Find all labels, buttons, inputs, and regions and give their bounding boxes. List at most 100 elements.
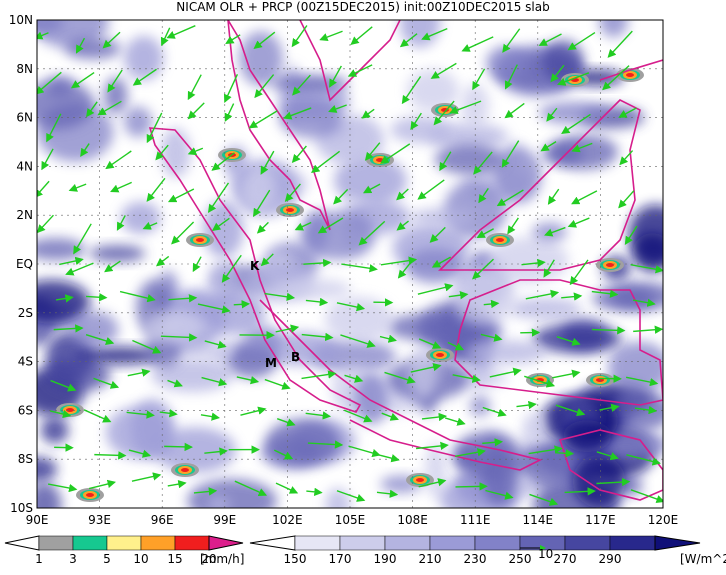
cloud-blob	[183, 342, 236, 358]
cloud-blob	[599, 4, 628, 37]
legend-level: 150	[284, 552, 307, 566]
rain-cell	[196, 238, 204, 242]
rain-cell	[436, 353, 444, 357]
lon-label: 102E	[272, 513, 303, 527]
legend-level: 210	[419, 552, 442, 566]
lon-label: 117E	[585, 513, 616, 527]
rain-cell	[286, 208, 294, 212]
cloud-blob	[265, 419, 340, 467]
cloud-blob	[451, 269, 516, 324]
rain-cell	[606, 263, 614, 267]
reference-vector-label: 10	[538, 547, 553, 561]
cloud-blob	[131, 399, 175, 459]
rain-cell	[416, 478, 424, 482]
legend-unit: [mm/h]	[200, 552, 244, 566]
cloud-blob	[104, 77, 128, 114]
legend-unit: [W/m^2]	[680, 552, 726, 566]
legend-swatch	[175, 536, 209, 550]
legend-swatch	[475, 536, 520, 550]
cloud-blob	[391, 116, 452, 143]
legend-level: 3	[69, 552, 77, 566]
lat-label: 4S	[18, 355, 33, 369]
lon-label: 93E	[88, 513, 111, 527]
lon-label: 90E	[26, 513, 49, 527]
cloud-blob	[524, 411, 547, 437]
lat-label: 4N	[16, 159, 33, 173]
cloud-blob	[161, 128, 191, 177]
cloud-blob	[509, 298, 582, 320]
lat-label: 8N	[16, 62, 33, 76]
cloud-blob	[242, 166, 276, 210]
wind-arrow	[164, 446, 191, 447]
cloud-blob	[533, 324, 621, 354]
cloud-blob	[121, 202, 161, 234]
rain-cell	[66, 408, 74, 412]
cloud-blob	[563, 420, 612, 452]
legend-level: 10	[133, 552, 148, 566]
legend-swatch	[73, 536, 107, 550]
cloud-blob	[573, 455, 625, 508]
legend-arrow	[5, 536, 39, 550]
rain-cell	[626, 73, 634, 77]
lon-label: 114E	[523, 513, 554, 527]
cloud-blob	[245, 326, 282, 353]
cloud-blob	[124, 36, 163, 80]
legend-level: 230	[464, 552, 487, 566]
legend-arrow	[250, 536, 295, 550]
legend-level: 170	[329, 552, 352, 566]
legend-arrow	[655, 536, 700, 550]
cloud-blob	[301, 211, 375, 260]
lat-label: 8S	[18, 452, 33, 466]
lon-label: 120E	[648, 513, 679, 527]
cloud-blob	[486, 46, 526, 80]
place-label: M	[265, 356, 277, 370]
legend-level: 5	[103, 552, 111, 566]
rain-cell	[496, 238, 504, 242]
legend-level: 1	[35, 552, 43, 566]
cloud-blob	[411, 208, 475, 226]
legend-level: 290	[599, 552, 622, 566]
cloud-blob	[41, 417, 69, 444]
lat-label: 2N	[16, 208, 33, 222]
legend-arrow	[209, 536, 243, 550]
cloud-blob	[325, 297, 393, 343]
legend-swatch	[565, 536, 610, 550]
legend-swatch	[39, 536, 73, 550]
cloud-blob	[65, 38, 121, 59]
legend-swatch	[430, 536, 475, 550]
legend-swatch	[141, 536, 175, 550]
cloud-blob	[144, 310, 204, 345]
legend-swatch	[107, 536, 141, 550]
place-label: B	[291, 350, 300, 364]
legend-swatch	[340, 536, 385, 550]
place-label: K	[250, 259, 260, 273]
cloud-blob	[470, 395, 491, 416]
cloud-blob	[482, 448, 519, 506]
lon-label: 99E	[213, 513, 236, 527]
legend-level: 250	[509, 552, 532, 566]
lat-label: 6S	[18, 403, 33, 417]
wind-arrow	[94, 455, 125, 456]
rain-cell	[181, 468, 189, 472]
cloud-blob	[124, 107, 152, 138]
wind-arrow	[234, 304, 249, 305]
lat-label: EQ	[16, 257, 33, 271]
cloud-blob	[284, 279, 350, 299]
cloud-blob	[532, 223, 567, 242]
wind-arrow	[456, 486, 487, 487]
lon-label: 105E	[335, 513, 366, 527]
cloud-blob	[271, 75, 349, 92]
legend-level: 190	[374, 552, 397, 566]
map-title: NICAM OLR + PRCP (00Z15DEC2015) init:00Z…	[176, 0, 549, 14]
cloud-blob	[45, 357, 110, 392]
cloud-blob	[466, 340, 546, 364]
lon-label: 96E	[151, 513, 174, 527]
rain-cell	[86, 493, 94, 497]
lat-label: 6N	[16, 111, 33, 125]
cloud-blob	[435, 144, 505, 174]
legend-level: 270	[554, 552, 577, 566]
lat-label: 10N	[9, 13, 33, 27]
legend-swatch	[295, 536, 340, 550]
